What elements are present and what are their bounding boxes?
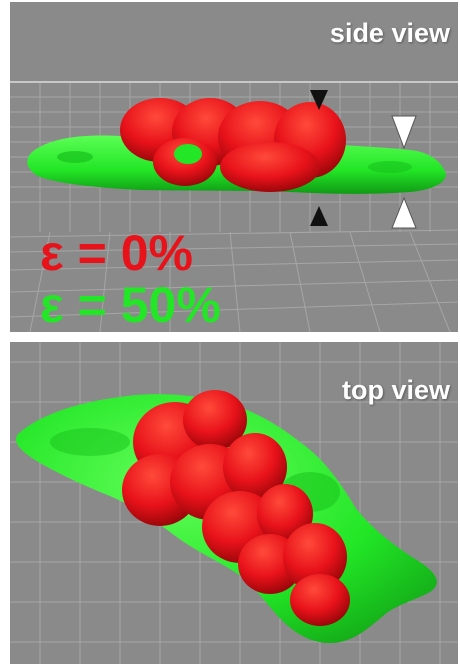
black-arrowhead-icon xyxy=(310,90,328,110)
legend-strain-0: ε = 0% xyxy=(40,225,193,281)
side-view-label: side view xyxy=(329,18,450,48)
top-view-label: top view xyxy=(341,375,450,405)
top-view-render xyxy=(10,342,458,664)
white-arrowhead-icon xyxy=(391,115,417,150)
legend-strain-50: ε = 50% xyxy=(40,277,221,332)
black-arrowhead-icon xyxy=(310,206,328,226)
side-view-render xyxy=(10,2,458,332)
side-view-panel: side view ε = 0% ε = 50% xyxy=(10,2,458,332)
white-arrowhead-icon xyxy=(391,196,417,229)
red-cell-cluster xyxy=(122,390,350,626)
top-view-panel: top view xyxy=(10,342,458,664)
